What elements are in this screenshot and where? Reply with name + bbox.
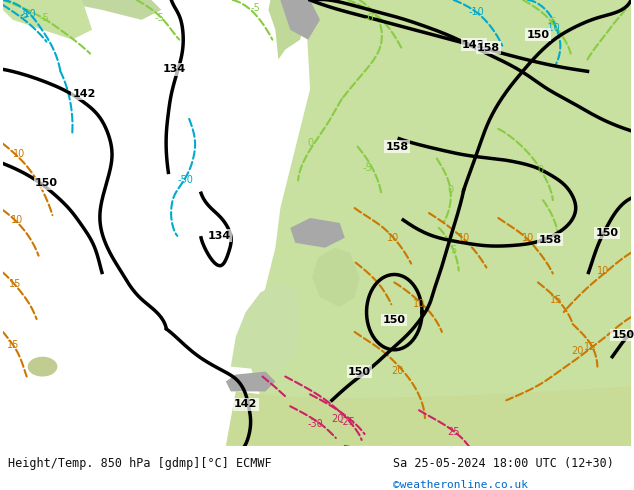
Polygon shape xyxy=(3,0,92,40)
Polygon shape xyxy=(268,0,305,59)
Text: Height/Temp. 850 hPa [gdmp][°C] ECMWF: Height/Temp. 850 hPa [gdmp][°C] ECMWF xyxy=(8,457,271,469)
Text: 150: 150 xyxy=(35,178,58,188)
Polygon shape xyxy=(226,371,275,392)
Polygon shape xyxy=(3,0,82,30)
Text: 20: 20 xyxy=(571,346,584,356)
Text: -5: -5 xyxy=(40,13,49,23)
Text: -10: -10 xyxy=(469,7,484,17)
Text: 10: 10 xyxy=(597,266,609,275)
Polygon shape xyxy=(226,387,631,446)
Text: 150: 150 xyxy=(526,30,550,40)
Text: -5: -5 xyxy=(363,164,372,173)
Polygon shape xyxy=(573,0,631,49)
Ellipse shape xyxy=(28,357,58,376)
Text: -5: -5 xyxy=(20,10,30,20)
Text: 134: 134 xyxy=(207,231,231,241)
Text: -0: -0 xyxy=(365,13,374,23)
Text: Sa 25-05-2024 18:00 UTC (12+30): Sa 25-05-2024 18:00 UTC (12+30) xyxy=(393,457,614,469)
Polygon shape xyxy=(290,218,345,248)
Text: -5: -5 xyxy=(250,3,261,13)
Text: 20: 20 xyxy=(332,414,344,424)
Text: -5: -5 xyxy=(548,17,558,27)
Text: 10: 10 xyxy=(413,299,425,309)
Text: -25: -25 xyxy=(340,417,356,427)
Polygon shape xyxy=(231,282,300,371)
Text: 158: 158 xyxy=(538,235,562,245)
Text: 15: 15 xyxy=(6,340,19,350)
Text: 15: 15 xyxy=(9,279,21,290)
Text: 0: 0 xyxy=(537,166,543,175)
Polygon shape xyxy=(312,248,359,307)
Text: 20: 20 xyxy=(391,366,403,376)
Text: 15: 15 xyxy=(585,342,597,352)
Text: 25: 25 xyxy=(448,427,460,437)
Text: 158: 158 xyxy=(477,43,500,52)
Text: 5: 5 xyxy=(451,245,457,255)
Text: 150: 150 xyxy=(596,228,619,238)
Text: -10: -10 xyxy=(545,23,560,33)
Text: 134: 134 xyxy=(163,64,186,74)
Text: 142: 142 xyxy=(462,40,485,49)
Text: 10: 10 xyxy=(387,233,399,243)
Text: 10: 10 xyxy=(522,233,534,243)
Text: 0: 0 xyxy=(448,185,454,195)
Text: 15: 15 xyxy=(550,295,562,305)
Text: -10: -10 xyxy=(21,9,37,19)
Text: 150: 150 xyxy=(612,330,634,340)
Text: 10: 10 xyxy=(13,148,25,159)
Polygon shape xyxy=(498,248,631,347)
Text: 150: 150 xyxy=(348,367,371,377)
Text: 142: 142 xyxy=(234,399,257,409)
Text: 0: 0 xyxy=(307,138,313,147)
Text: 10: 10 xyxy=(11,215,23,225)
Polygon shape xyxy=(3,0,162,20)
Polygon shape xyxy=(389,0,631,446)
Text: -5: -5 xyxy=(155,13,164,23)
Text: 150: 150 xyxy=(383,315,406,325)
Text: 142: 142 xyxy=(72,89,96,99)
Text: 158: 158 xyxy=(385,142,409,151)
Polygon shape xyxy=(250,0,631,446)
Text: -30: -30 xyxy=(307,419,323,429)
Polygon shape xyxy=(280,0,320,40)
Text: -50: -50 xyxy=(178,175,193,185)
Text: 10: 10 xyxy=(458,233,470,243)
Text: ©weatheronline.co.uk: ©weatheronline.co.uk xyxy=(393,480,528,490)
